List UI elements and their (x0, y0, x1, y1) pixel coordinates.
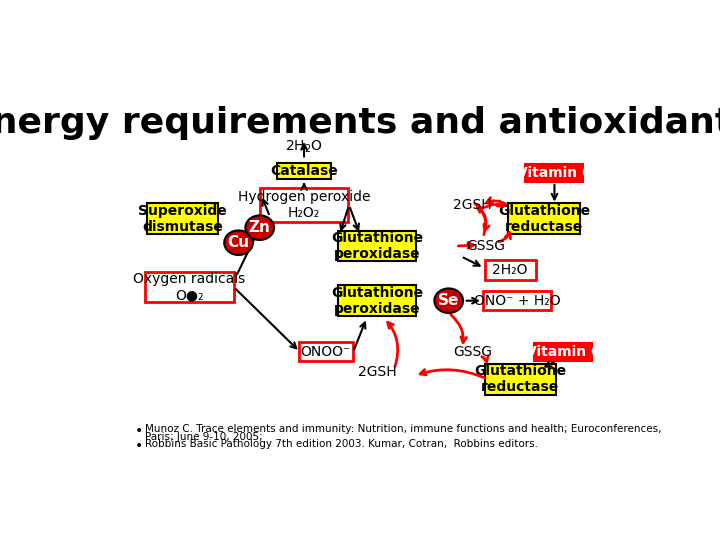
FancyBboxPatch shape (338, 231, 416, 261)
FancyBboxPatch shape (260, 188, 348, 222)
Ellipse shape (224, 231, 253, 255)
FancyBboxPatch shape (147, 204, 218, 234)
Text: Vitamin C: Vitamin C (526, 345, 601, 359)
FancyBboxPatch shape (338, 285, 416, 316)
Text: Cu: Cu (228, 235, 250, 250)
FancyBboxPatch shape (483, 291, 551, 310)
Text: Catalase: Catalase (270, 164, 338, 178)
Text: •: • (135, 423, 143, 437)
Text: Energy requirements and antioxidants: Energy requirements and antioxidants (0, 106, 720, 140)
Text: •: • (135, 439, 143, 453)
Text: GSSG: GSSG (453, 345, 492, 359)
Text: GSSG: GSSG (467, 239, 505, 253)
Text: Robbins Basic Pathology 7th edition 2003. Kumar, Cotran,  Robbins editors.: Robbins Basic Pathology 7th edition 2003… (145, 439, 538, 449)
Text: Oxygen radicals
O●₂: Oxygen radicals O●₂ (133, 272, 246, 302)
Text: Zn: Zn (249, 220, 271, 235)
Text: Hydrogen peroxide
H₂O₂: Hydrogen peroxide H₂O₂ (238, 190, 370, 220)
Text: 2H₂O: 2H₂O (492, 263, 528, 277)
Text: Superoxide
dismutase: Superoxide dismutase (138, 204, 227, 234)
FancyBboxPatch shape (299, 342, 354, 361)
FancyBboxPatch shape (485, 364, 556, 395)
Text: Glutathione
reductase: Glutathione reductase (474, 364, 567, 394)
FancyBboxPatch shape (276, 163, 331, 179)
Text: Glutathione
peroxidase: Glutathione peroxidase (331, 286, 423, 316)
FancyBboxPatch shape (534, 343, 593, 361)
Text: 2H$_2$O: 2H$_2$O (285, 139, 323, 156)
Text: Munoz C. Trace elements and immunity: Nutrition, immune functions and health; Eu: Munoz C. Trace elements and immunity: Nu… (145, 423, 662, 434)
Text: 2GSH: 2GSH (454, 198, 492, 212)
Ellipse shape (434, 288, 463, 313)
Text: Paris; June 9-10, 2005;: Paris; June 9-10, 2005; (145, 431, 263, 442)
Text: Glutathione
reductase: Glutathione reductase (498, 204, 590, 234)
Text: Vitamin C: Vitamin C (517, 166, 592, 180)
FancyBboxPatch shape (508, 204, 580, 234)
FancyBboxPatch shape (145, 272, 234, 302)
FancyBboxPatch shape (526, 164, 583, 182)
Text: ONOO⁻: ONOO⁻ (301, 345, 351, 359)
Text: 2GSH: 2GSH (358, 366, 397, 379)
Text: ONO⁻ + H₂O: ONO⁻ + H₂O (474, 294, 560, 308)
Text: Se: Se (438, 293, 459, 308)
Text: Glutathione
peroxidase: Glutathione peroxidase (331, 231, 423, 261)
FancyBboxPatch shape (485, 260, 536, 280)
Ellipse shape (246, 215, 274, 240)
